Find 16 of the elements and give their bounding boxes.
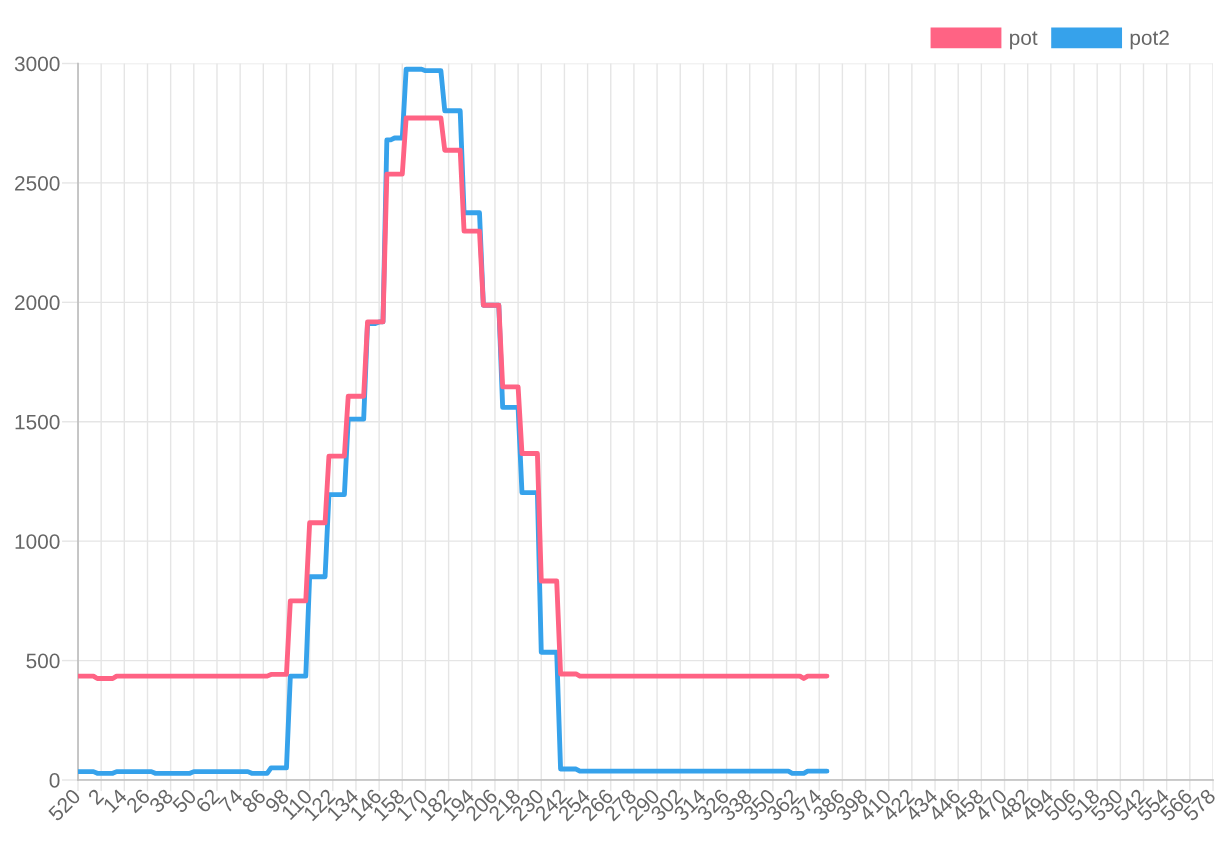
y-tick-label: 500 (26, 653, 60, 669)
legend-label: pot2 (1130, 30, 1169, 50)
line-series (78, 115, 830, 681)
y-tick-label: 2500 (15, 175, 60, 191)
y-tick-label: 3000 (14, 56, 60, 72)
y-tick-label: 1000 (15, 534, 60, 549)
legend-label: pot (1010, 31, 1038, 50)
y-tick-label: 0 (49, 773, 60, 788)
x-tick-label: 74 (218, 787, 244, 814)
y-tick-label: 1500 (15, 414, 60, 430)
x-tick-label: 2 (87, 788, 105, 806)
x-tick-label: 26 (125, 788, 151, 814)
x-tick-label: 520 (47, 787, 82, 822)
y-tick-label: 2000 (15, 295, 60, 311)
x-tick-label: 38 (148, 788, 174, 814)
x-tick-label: 86 (241, 788, 267, 814)
